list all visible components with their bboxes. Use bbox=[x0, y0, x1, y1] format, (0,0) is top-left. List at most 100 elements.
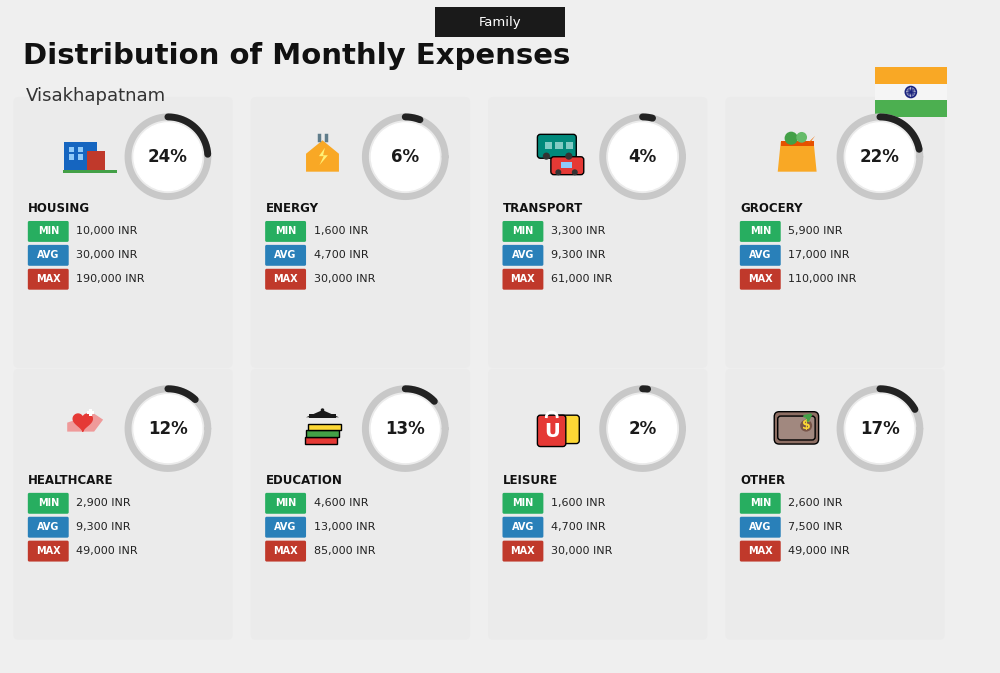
Text: Distribution of Monthly Expenses: Distribution of Monthly Expenses bbox=[23, 42, 571, 70]
Text: MAX: MAX bbox=[511, 274, 535, 284]
FancyBboxPatch shape bbox=[740, 493, 781, 513]
Circle shape bbox=[134, 395, 202, 462]
Bar bbox=[78, 154, 83, 160]
FancyBboxPatch shape bbox=[265, 269, 306, 289]
Text: 6%: 6% bbox=[391, 148, 419, 166]
Text: 4%: 4% bbox=[628, 148, 657, 166]
Text: MIN: MIN bbox=[275, 226, 296, 236]
Text: 49,000 INR: 49,000 INR bbox=[788, 546, 850, 556]
FancyBboxPatch shape bbox=[778, 416, 815, 440]
Text: AVG: AVG bbox=[749, 522, 771, 532]
Text: 13%: 13% bbox=[385, 420, 425, 437]
Bar bbox=[566, 142, 573, 149]
Bar bbox=[309, 414, 336, 418]
Text: GROCERY: GROCERY bbox=[740, 202, 803, 215]
Text: AVG: AVG bbox=[274, 250, 297, 260]
FancyBboxPatch shape bbox=[435, 7, 565, 37]
Text: 1,600 INR: 1,600 INR bbox=[314, 226, 368, 236]
FancyBboxPatch shape bbox=[502, 245, 543, 266]
Text: 2,900 INR: 2,900 INR bbox=[76, 498, 131, 508]
FancyBboxPatch shape bbox=[28, 269, 69, 289]
Bar bbox=[545, 142, 552, 149]
Text: MAX: MAX bbox=[36, 274, 61, 284]
Circle shape bbox=[609, 123, 677, 190]
Text: 2%: 2% bbox=[628, 420, 657, 437]
FancyBboxPatch shape bbox=[265, 221, 306, 242]
FancyBboxPatch shape bbox=[28, 221, 69, 242]
FancyBboxPatch shape bbox=[740, 245, 781, 266]
Text: 13,000 INR: 13,000 INR bbox=[314, 522, 375, 532]
FancyBboxPatch shape bbox=[502, 540, 543, 561]
Bar bbox=[69, 147, 74, 152]
Circle shape bbox=[543, 153, 550, 160]
Circle shape bbox=[846, 123, 914, 190]
Text: AVG: AVG bbox=[512, 250, 534, 260]
FancyBboxPatch shape bbox=[554, 415, 579, 444]
Text: 49,000 INR: 49,000 INR bbox=[76, 546, 138, 556]
FancyBboxPatch shape bbox=[488, 97, 707, 368]
FancyBboxPatch shape bbox=[502, 269, 543, 289]
Text: 190,000 INR: 190,000 INR bbox=[76, 274, 145, 284]
Text: 5,900 INR: 5,900 INR bbox=[788, 226, 843, 236]
Text: 30,000 INR: 30,000 INR bbox=[76, 250, 138, 260]
Circle shape bbox=[134, 123, 202, 190]
FancyBboxPatch shape bbox=[251, 369, 470, 640]
FancyBboxPatch shape bbox=[551, 157, 584, 175]
Bar bbox=[875, 83, 947, 100]
FancyBboxPatch shape bbox=[740, 221, 781, 242]
Text: 9,300 INR: 9,300 INR bbox=[551, 250, 605, 260]
Text: MIN: MIN bbox=[38, 498, 59, 508]
Circle shape bbox=[321, 409, 324, 412]
Bar bbox=[875, 100, 947, 117]
FancyBboxPatch shape bbox=[305, 437, 337, 444]
FancyBboxPatch shape bbox=[537, 415, 566, 447]
FancyBboxPatch shape bbox=[537, 135, 576, 158]
FancyBboxPatch shape bbox=[740, 517, 781, 538]
FancyBboxPatch shape bbox=[488, 369, 707, 640]
FancyBboxPatch shape bbox=[13, 97, 233, 368]
Circle shape bbox=[785, 132, 798, 145]
Text: 17,000 INR: 17,000 INR bbox=[788, 250, 850, 260]
Text: 61,000 INR: 61,000 INR bbox=[551, 274, 612, 284]
Text: MIN: MIN bbox=[512, 498, 534, 508]
Bar bbox=[78, 147, 83, 152]
FancyBboxPatch shape bbox=[28, 517, 69, 538]
Text: AVG: AVG bbox=[37, 250, 59, 260]
Bar bbox=[64, 142, 97, 172]
Text: AVG: AVG bbox=[37, 522, 59, 532]
Bar bbox=[89, 409, 92, 416]
FancyBboxPatch shape bbox=[502, 493, 543, 513]
Bar bbox=[875, 67, 947, 83]
Text: MIN: MIN bbox=[750, 498, 771, 508]
FancyBboxPatch shape bbox=[502, 517, 543, 538]
Text: MAX: MAX bbox=[36, 546, 61, 556]
Text: TRANSPORT: TRANSPORT bbox=[503, 202, 583, 215]
Text: OTHER: OTHER bbox=[740, 474, 785, 487]
Polygon shape bbox=[778, 142, 817, 172]
Circle shape bbox=[555, 170, 561, 175]
Text: U: U bbox=[544, 421, 560, 441]
Bar bbox=[63, 170, 117, 173]
FancyBboxPatch shape bbox=[306, 431, 339, 437]
Text: 30,000 INR: 30,000 INR bbox=[314, 274, 375, 284]
FancyBboxPatch shape bbox=[265, 493, 306, 513]
Bar bbox=[69, 154, 74, 160]
FancyBboxPatch shape bbox=[28, 245, 69, 266]
Polygon shape bbox=[73, 414, 92, 431]
Text: HOUSING: HOUSING bbox=[28, 202, 90, 215]
Text: 24%: 24% bbox=[148, 148, 188, 166]
Text: MAX: MAX bbox=[273, 274, 298, 284]
Text: 3,300 INR: 3,300 INR bbox=[551, 226, 605, 236]
Text: AVG: AVG bbox=[512, 522, 534, 532]
Circle shape bbox=[846, 395, 914, 462]
Circle shape bbox=[609, 395, 677, 462]
Text: MIN: MIN bbox=[750, 226, 771, 236]
Polygon shape bbox=[808, 136, 815, 143]
Text: 4,600 INR: 4,600 INR bbox=[314, 498, 368, 508]
Text: MAX: MAX bbox=[748, 546, 773, 556]
Polygon shape bbox=[67, 414, 103, 431]
Text: 12%: 12% bbox=[148, 420, 188, 437]
FancyBboxPatch shape bbox=[725, 369, 945, 640]
Circle shape bbox=[572, 170, 578, 175]
Text: $: $ bbox=[802, 419, 811, 432]
